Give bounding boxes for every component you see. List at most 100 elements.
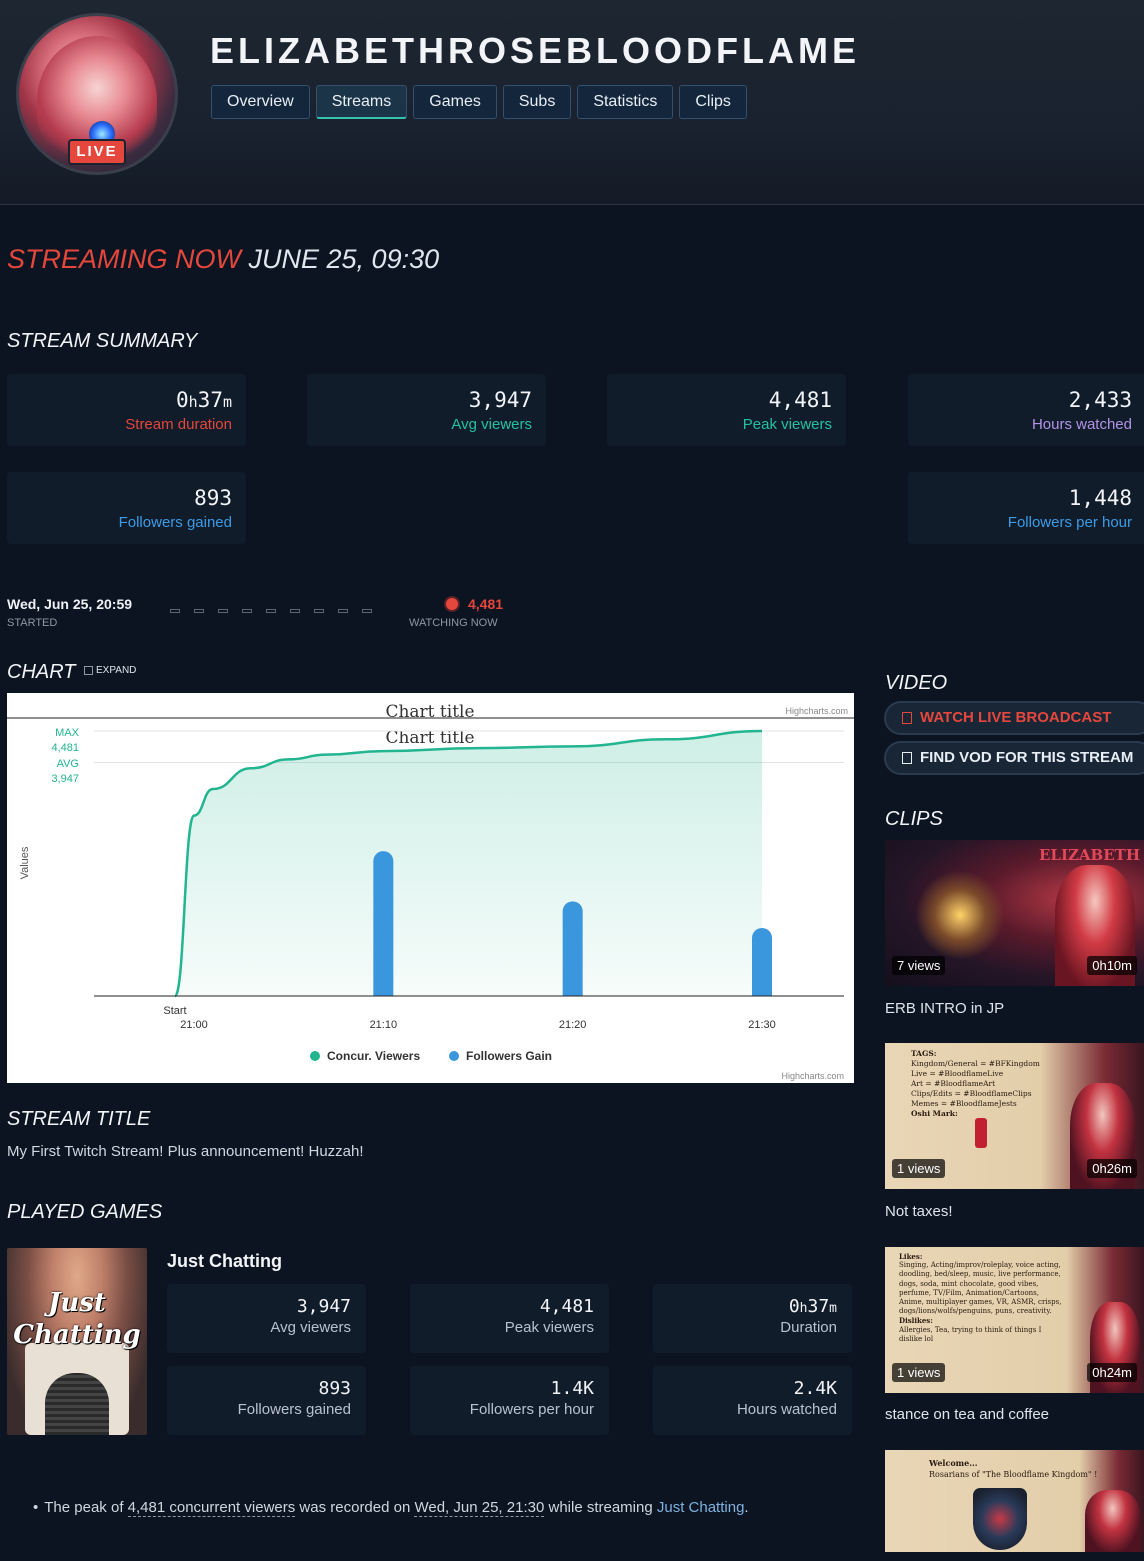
avg-label: AVG [57,758,79,770]
clip-title[interactable]: Not taxes! [885,1203,953,1220]
tab-statistics[interactable]: Statistics [577,85,674,119]
game-stat-avg-viewers: 3,947 Avg viewers [167,1284,366,1353]
chart-credit-top: Highcharts.com [785,706,848,716]
clip-views: 7 views [892,956,946,975]
stream-title-heading: STREAM TITLE [7,1108,151,1130]
peak-viewers-link[interactable]: 4,481 concurrent viewers [127,1499,296,1517]
played-games-title: PLAYED GAMES [7,1201,163,1223]
stat-label: Duration [780,1319,837,1336]
stat-label: Followers per hour [469,1401,594,1418]
stat-card-followers-per-hour: 1,448 Followers per hour [908,472,1144,544]
stat-label: Followers per hour [1007,514,1132,531]
game-stat-peak-viewers: 4,481 Peak viewers [410,1284,609,1353]
viewers-chart: Highcharts.com Chart title Chart title V… [7,693,854,1083]
streaming-now-heading: STREAMING NOW JUNE 25, 09:30 [7,244,439,275]
clip-duration: 0h24m [1087,1363,1137,1382]
clip-likes-text: Likes: Singing, Acting/improv/roleplay, … [899,1252,1062,1343]
stat-card-followers-gained: 893 Followers gained [7,472,246,544]
chart-title: Chart title [385,702,474,722]
stat-value: 3,947 [296,1296,351,1317]
stat-label: Stream duration [125,416,232,433]
stat-value: 893 [318,1378,351,1399]
tab-clips[interactable]: Clips [679,85,747,119]
clip-duration: 0h10m [1087,956,1137,975]
game-stat-hours-watched: 2.4K Hours watched [653,1366,852,1435]
clip-thumbnail[interactable]: Welcome... Rosarians of "The Bloodflame … [885,1450,1144,1552]
legend-followers-swatch [449,1051,459,1061]
vod-icon [902,752,912,764]
crest-icon [973,1488,1027,1550]
stat-card-avg-viewers: 3,947 Avg viewers [307,374,546,446]
watching-now-label: WATCHING NOW [409,617,498,629]
stream-summary-title: STREAM SUMMARY [7,330,198,352]
expand-label: EXPAND [96,665,137,676]
stat-label: Avg viewers [270,1319,351,1336]
max-value: 4,481 [51,742,79,754]
game-box-art[interactable]: Just Chatting [7,1248,147,1435]
live-badge: LIVE [68,139,126,165]
watch-live-label: WATCH LIVE BROADCAST [920,709,1112,726]
clip-views: 1 views [892,1159,946,1178]
find-vod-label: FIND VOD FOR THIS STREAM [920,749,1134,766]
tab-subs[interactable]: Subs [502,85,572,119]
x-start-label: Start [163,1005,186,1017]
game-name[interactable]: Just Chatting [167,1251,282,1271]
clip-title[interactable]: ERB INTRO in JP [885,1000,1005,1017]
peak-note: • The peak of 4,481 concurrent viewers wa… [33,1499,749,1517]
stat-value: 893 [194,486,232,510]
stat-label: Hours watched [736,1401,837,1418]
x-tick-label: 21:20 [559,1019,587,1031]
stat-value: 2.4K [793,1378,837,1399]
clip-views: 1 views [892,1363,946,1382]
x-tick-label: 21:10 [370,1019,398,1031]
streaming-now-label: STREAMING NOW [7,244,241,274]
game-stat-followers-gained: 893 Followers gained [167,1366,366,1435]
chart-svg: Highcharts.com Chart title Chart title V… [7,702,854,1081]
watching-now-value: 4,481 [468,596,504,612]
channel-tabs: Overview Streams Games Subs Statistics C… [211,85,747,119]
clip-thumbnail[interactable]: TAGS: Kingdom/General = #BFKingdom Live =… [885,1043,1144,1189]
channel-name: ELIZABETHROSEBLOODFLAME [210,30,860,71]
peak-date-link[interactable]: Wed, Jun 25, 21:30 [414,1499,545,1517]
chart-subtitle-title: Chart title [385,728,474,748]
watch-live-button[interactable]: WATCH LIVE BROADCAST [884,701,1144,735]
started-label: STARTED [7,617,58,629]
stat-value: 4,481 [768,388,832,412]
game-stat-followers-per-hour: 1.4K Followers per hour [410,1366,609,1435]
viewers-line [173,729,763,998]
x-tick-label: 21:30 [748,1019,776,1031]
stat-card-duration: 0h37m Stream duration [7,374,246,446]
followers-bar[interactable] [562,901,583,996]
stat-value: 1,448 [1068,486,1132,510]
chart-credit-bottom: Highcharts.com [781,1071,844,1081]
tab-streams[interactable]: Streams [315,85,408,119]
legend-viewers-label[interactable]: Concur. Viewers [327,1049,420,1063]
stat-label: Avg viewers [451,416,532,433]
checkbox-icon [84,666,93,675]
clip-thumbnail[interactable]: Likes: Singing, Acting/improv/roleplay, … [885,1247,1144,1393]
followers-bar[interactable] [752,927,772,996]
clip-welcome-text: Welcome... Rosarians of "The Bloodflame … [929,1458,1098,1479]
game-stat-duration: 0h37m Duration [653,1284,852,1353]
y-axis-label: Values [19,846,31,879]
clip-thumbnail[interactable]: ELIZABETH 7 views 0h10m [885,840,1144,986]
followers-bar[interactable] [373,851,394,996]
stat-label: Followers gained [118,514,232,531]
avg-value: 3,947 [51,773,79,785]
game-link[interactable]: Just Chatting [656,1499,745,1516]
expand-toggle[interactable]: EXPAND [84,665,136,676]
clip-title[interactable]: stance on tea and coffee [885,1406,1050,1423]
stat-card-hours-watched: 2,433 Hours watched [908,374,1144,446]
clip-tags-text: TAGS: Kingdom/General = #BFKingdom Live =… [911,1049,1040,1118]
video-icon [902,712,912,724]
legend-followers-label[interactable]: Followers Gain [466,1049,552,1063]
stat-card-peak-viewers: 4,481 Peak viewers [607,374,846,446]
channel-header [0,0,1144,205]
stat-label: Hours watched [1031,416,1132,433]
timeline-progress [170,609,372,613]
find-vod-button[interactable]: FIND VOD FOR THIS STREAM [884,741,1144,775]
tab-games[interactable]: Games [413,85,497,119]
tab-overview[interactable]: Overview [211,85,310,119]
stat-label: Followers gained [237,1401,351,1418]
stat-value: 3,947 [468,388,532,412]
